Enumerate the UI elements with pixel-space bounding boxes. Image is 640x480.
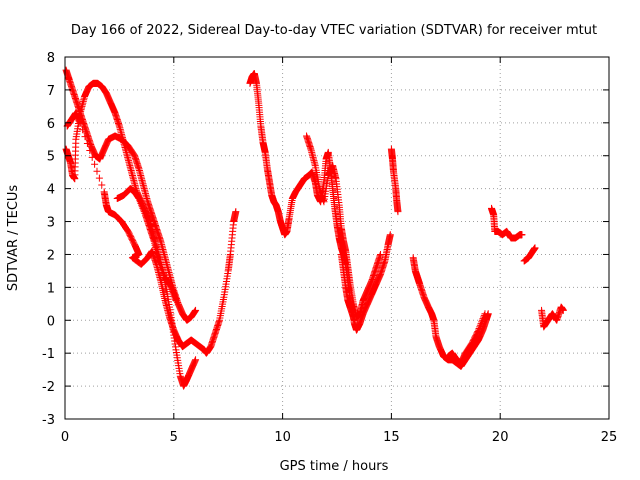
data-point	[138, 203, 146, 211]
data-point	[478, 316, 486, 324]
data-point	[476, 323, 484, 331]
data-point	[139, 204, 147, 212]
data-point	[159, 269, 167, 277]
data-point	[478, 318, 486, 326]
data-point	[86, 146, 94, 154]
series-trace-13	[538, 303, 567, 331]
data-point	[140, 208, 148, 216]
data-point	[137, 199, 145, 207]
x-tick-label: 0	[61, 430, 69, 445]
data-point	[480, 313, 488, 321]
data-point	[156, 260, 164, 268]
data-point	[158, 267, 166, 275]
data-point	[481, 310, 489, 318]
data-point	[135, 195, 143, 203]
y-tick-label: -3	[42, 413, 55, 428]
data-point	[88, 153, 96, 161]
series-trace-12	[520, 244, 539, 265]
data-point	[474, 326, 482, 334]
data-point	[160, 270, 168, 278]
data-point	[136, 196, 144, 204]
data-point	[477, 320, 485, 328]
series-trace-3	[63, 109, 240, 357]
y-tick-label: 0	[47, 314, 55, 329]
y-tick-label: 5	[47, 150, 55, 165]
data-point	[476, 321, 484, 329]
data-point	[136, 198, 144, 206]
data-point	[79, 126, 87, 134]
series-trace-11	[487, 204, 526, 242]
data-point	[480, 311, 488, 319]
y-tick-label: 4	[47, 183, 55, 198]
y-axis-title: SDTVAR / TECUs	[6, 185, 21, 292]
y-tick-label: -2	[42, 380, 55, 395]
data-point	[377, 250, 385, 258]
data-point	[479, 315, 487, 323]
data-point	[157, 264, 165, 272]
data-point	[155, 259, 163, 267]
data-point	[140, 206, 148, 214]
x-tick-label: 20	[492, 430, 509, 445]
data-point	[172, 297, 180, 305]
data-point	[394, 208, 402, 216]
y-tick-label: 1	[47, 281, 55, 296]
axis-ticks: 0 5 10 15 20 25 -3 -2 -1 0 1 2 3 4 5 6 7 8	[42, 51, 617, 445]
series-trace-6	[303, 132, 385, 321]
series-trace-8	[387, 145, 402, 216]
data-point	[475, 325, 483, 332]
x-axis-title: GPS time / hours	[280, 459, 389, 474]
data-point	[531, 244, 539, 252]
x-tick-label: 5	[170, 430, 178, 445]
data-point	[157, 262, 165, 270]
data-point	[83, 140, 91, 148]
y-tick-label: 8	[47, 51, 55, 66]
data-point	[559, 306, 567, 314]
data-point	[350, 316, 358, 324]
y-tick-label: -1	[42, 347, 55, 362]
series-trace-4	[113, 185, 180, 305]
data-point	[81, 133, 89, 141]
y-tick-label: 7	[47, 84, 55, 99]
data-point	[138, 201, 146, 209]
data-point	[386, 231, 394, 239]
data-point	[155, 257, 163, 265]
data-point	[232, 208, 240, 216]
data-point	[93, 167, 101, 175]
data-points	[62, 66, 567, 390]
data-point	[474, 327, 482, 335]
data-point	[192, 356, 200, 364]
x-tick-label: 15	[383, 430, 400, 445]
data-point	[141, 209, 149, 217]
data-point	[98, 181, 106, 189]
y-tick-label: 2	[47, 248, 55, 263]
data-point	[158, 265, 166, 273]
y-tick-label: 6	[47, 117, 55, 132]
y-tick-label: 3	[47, 216, 55, 231]
data-point	[76, 119, 84, 127]
series-trace-7	[337, 250, 358, 324]
data-point	[192, 306, 200, 314]
data-point	[95, 174, 103, 182]
x-tick-label: 25	[601, 430, 618, 445]
x-tick-label: 10	[274, 430, 291, 445]
data-point	[518, 231, 526, 239]
chart-title: Day 166 of 2022, Sidereal Day-to-day VTE…	[71, 23, 597, 38]
series-trace-10	[444, 310, 489, 367]
plot-frame	[64, 56, 610, 420]
data-point	[91, 160, 99, 168]
